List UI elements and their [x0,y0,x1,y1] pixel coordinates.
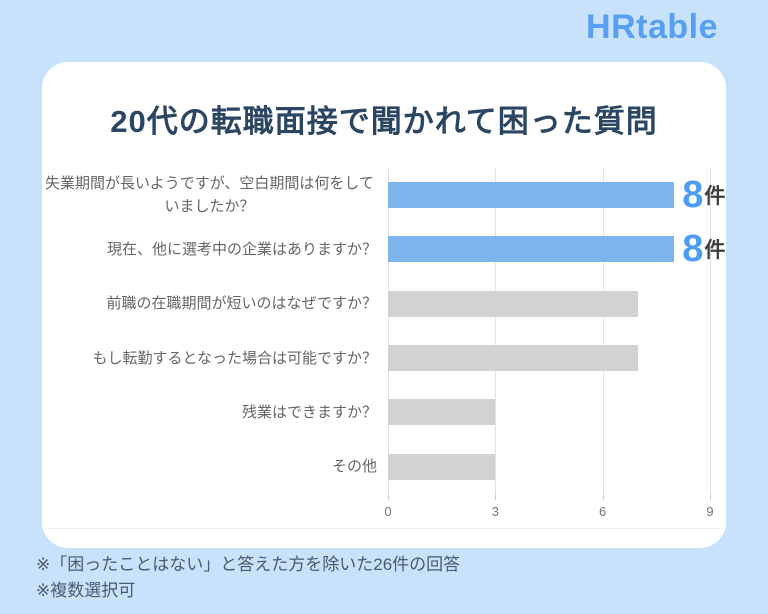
x-tick-mark [602,494,604,500]
bar-highlighted [388,182,675,209]
x-tick-mark [388,494,389,500]
bar [388,290,639,317]
value-unit: 件 [704,185,726,209]
category-label: 前職の在職期間が短いのはなぜですか？ [106,295,377,313]
category-label-cell: 失業期間が長いようですが、空白期間は何をしていましたか？ [42,172,388,219]
bar [388,399,496,426]
category-label-cell: 前職の在職期間が短いのはなぜですか？ [42,292,388,315]
value-number: 8 [682,228,704,271]
category-label-cell: その他 [42,455,388,478]
footnote-sample-size: ※「困ったことはない」と答えた方を除いた26件の回答 [36,555,461,574]
x-tick-label: 6 [599,504,607,519]
x-tick-mark [710,494,711,500]
bar-track [388,331,710,385]
chart-title: 20代の転職面接で聞かれて困った質問 [110,104,658,139]
category-label: 失業期間が長いようですが、空白期間は何をしていましたか？ [45,174,374,216]
category-label: 現在、他に選考中の企業はありますか？ [106,240,377,258]
chart-row: もし転勤するとなった場合は可能ですか？ [42,331,726,385]
bar-track [388,277,710,331]
bar [388,453,496,480]
footnote-multi-select: ※複数選択可 [36,581,136,600]
bar-track [388,385,710,439]
x-tick-label: 9 [706,504,714,519]
chart-row: 現在、他に選考中の企業はありますか？ 8 件 [42,222,726,276]
footnotes: ※「困ったことはない」と答えた方を除いた26件の回答 ※複数選択可 [36,552,460,604]
x-tick-label: 0 [384,504,392,519]
category-label-cell: 現在、他に選考中の企業はありますか？ [42,238,388,261]
hrtable-logo: HRtable [586,8,718,46]
category-label: その他 [331,458,377,476]
chart-row: その他 [42,440,726,494]
bar-chart: 失業期間が長いようですが、空白期間は何をしていましたか？ 8 件現在、他に選考中の企… [42,168,726,519]
category-label-cell: もし転勤するとなった場合は可能ですか？ [42,347,388,370]
chart-rows: 失業期間が長いようですが、空白期間は何をしていましたか？ 8 件現在、他に選考中の企… [42,168,726,494]
x-tick-label: 3 [491,504,499,519]
bar-highlighted [388,236,675,263]
category-label: もし転勤するとなった場合は可能ですか？ [92,349,377,367]
card-divider [45,528,723,529]
x-tick-mark [495,494,497,500]
x-axis: 0 3 6 9 [384,494,714,530]
value-unit: 件 [704,239,726,263]
gridline [388,168,389,494]
chart-row: 残業はできますか？ [42,385,726,439]
chart-row: 前職の在職期間が短いのはなぜですか？ [42,277,726,331]
gridlines [388,168,711,494]
gridline [710,168,711,494]
chart-card: 20代の転職面接で聞かれて困った質問 失業期間が長いようですが、空白期間は何をし… [42,62,726,548]
gridline [495,168,497,494]
gridline [602,168,604,494]
category-label: 残業はできますか？ [241,403,377,421]
bar-track [388,440,710,494]
chart-row: 失業期間が長いようですが、空白期間は何をしていましたか？ 8 件 [42,168,726,222]
category-label-cell: 残業はできますか？ [42,401,388,424]
bar [388,345,639,372]
value-number: 8 [682,174,704,217]
